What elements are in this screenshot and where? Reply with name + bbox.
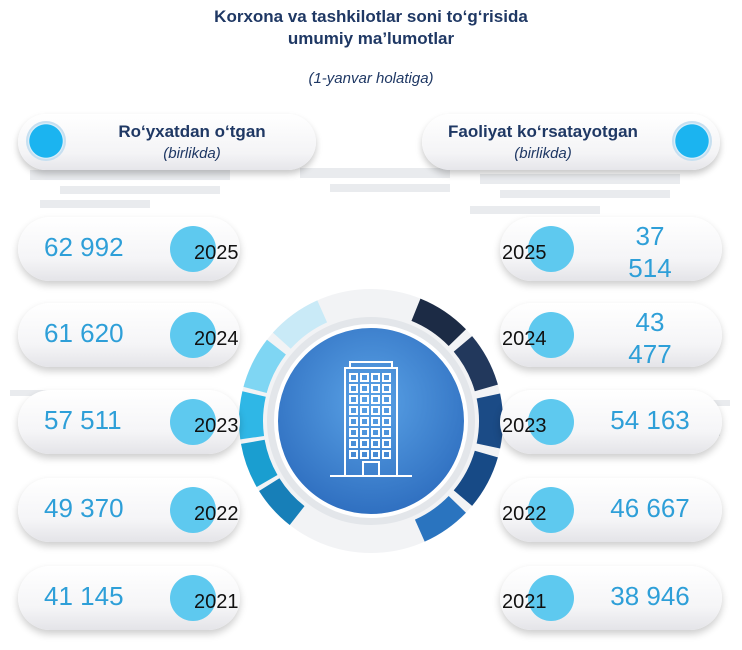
arc-right-1 [411,298,466,346]
operating-row: 2024 43 477 [500,303,722,370]
registered-value: 49 370 [44,493,124,523]
arc-left-3 [241,439,278,487]
registered-year-label: 2024 [194,328,239,350]
registered-header-unit: (birlikda) [163,145,221,162]
arc-right-5 [414,496,466,542]
operating-value-line-2: 477 [628,339,672,369]
year-circle [170,312,216,358]
blue-dot-icon [26,121,66,161]
registered-header-title: Ro‘yxatdan o‘tgan [118,122,266,141]
operating-value: 54 163 [590,404,710,436]
operating-year-label: 2023 [502,415,547,437]
registered-row: 61 620 2024 [18,303,240,367]
operating-value: 46 667 [590,492,710,524]
operating-header-unit: (birlikda) [514,145,572,162]
year-circle [170,487,216,533]
year-circle [528,399,574,445]
operating-year-label: 2022 [502,503,547,525]
year-circle [528,226,574,272]
page-title: Korxona va tashkilotlar soni to‘g‘risida… [0,6,742,50]
registered-header: Ro‘yxatdan o‘tgan (birlikda) [18,114,316,170]
year-circle [528,487,574,533]
operating-value: 37 514 [590,220,710,284]
registered-value: 41 145 [44,581,124,611]
hub-arcs [239,298,504,542]
registered-year-label: 2023 [194,415,239,437]
operating-row: 2022 46 667 [500,478,722,542]
blue-dot-icon [672,121,712,161]
registered-value: 62 992 [44,232,124,262]
registered-row: 57 511 2023 [18,390,240,454]
arc-right-4 [453,450,498,506]
operating-row: 2021 38 946 [500,566,722,630]
operating-value-line-1: 37 [635,221,665,251]
registered-value: 57 511 [44,405,122,435]
operating-year-label: 2021 [502,591,547,613]
title-line-2: umumiy ma’lumotlar [287,29,455,48]
registered-year-label: 2025 [194,242,239,264]
registered-year-label: 2022 [194,503,239,525]
year-circle [170,575,216,621]
registered-value: 61 620 [44,318,124,348]
operating-header-title: Faoliyat ko‘rsatayotgan [448,122,638,141]
page-subtitle: (1-yanvar holatiga) [308,70,434,87]
arc-left-2 [239,391,266,440]
operating-year-label: 2025 [502,242,547,264]
year-circle [170,399,216,445]
operating-value-line-1: 43 [635,307,665,337]
operating-value-line-1: 54 163 [610,405,690,435]
year-circle [170,226,216,272]
arc-right-3 [476,393,504,449]
building-icon [330,361,412,477]
operating-value-line-1: 38 946 [610,581,690,611]
registered-row: 62 992 2025 [18,217,240,281]
operating-header: Faoliyat ko‘rsatayotgan (birlikda) [422,114,720,170]
registered-row: 49 370 2022 [18,478,240,542]
operating-value-line-2: 514 [628,253,672,283]
year-circle [528,312,574,358]
arc-left-1 [243,339,286,394]
year-circle [528,575,574,621]
arc-left-4 [259,478,305,526]
operating-row: 2025 37 514 [500,217,722,284]
registered-row: 41 145 2021 [18,566,240,630]
operating-row: 2023 54 163 [500,390,722,454]
operating-year-label: 2024 [502,328,547,350]
title-line-1: Korxona va tashkilotlar soni to‘g‘risida [214,7,528,26]
registered-year-label: 2021 [194,591,239,613]
operating-value: 43 477 [590,306,710,370]
arc-right-2 [453,336,498,392]
operating-value: 38 946 [590,580,710,612]
arc-left-0 [272,300,328,349]
operating-value-line-1: 46 667 [610,493,690,523]
